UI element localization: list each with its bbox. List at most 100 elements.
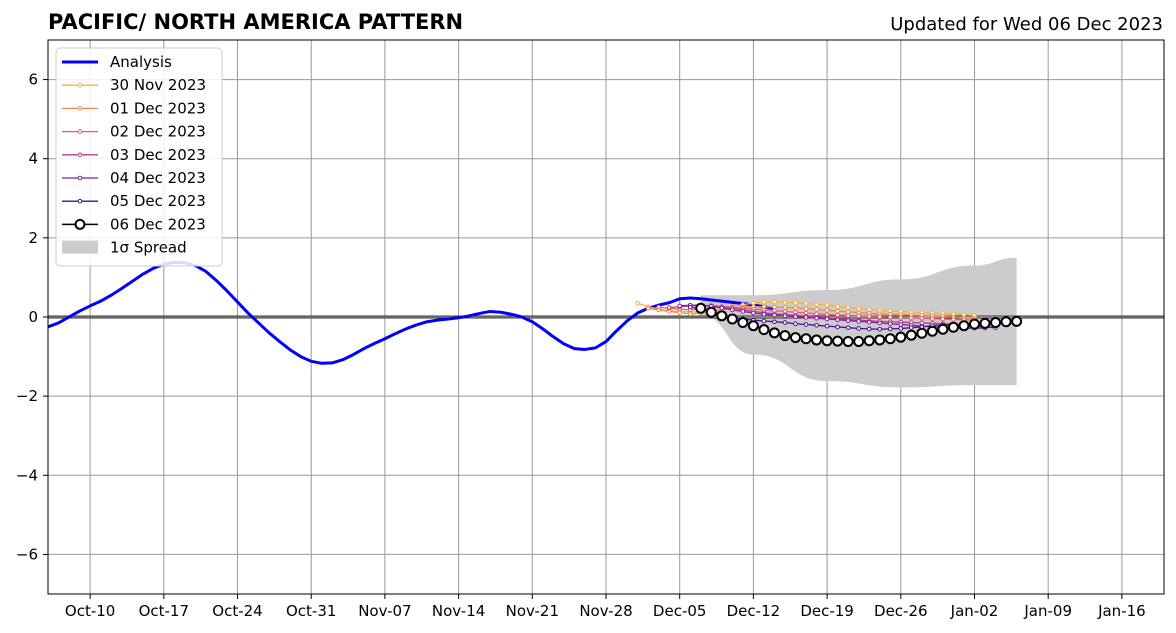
series-point	[832, 335, 844, 347]
series-point	[845, 305, 851, 310]
series-point	[845, 313, 851, 318]
legend-marker	[77, 129, 83, 134]
series-point	[958, 320, 970, 332]
series-point	[730, 307, 735, 313]
series-point	[898, 326, 904, 331]
series-6	[695, 302, 1023, 348]
legend-entry: 02 Dec 2023	[62, 123, 206, 141]
y-tick-label: 2	[28, 229, 38, 247]
legend-marker	[77, 82, 83, 88]
legend-label: Analysis	[110, 53, 172, 71]
series-point	[761, 299, 767, 305]
series-point	[940, 316, 946, 322]
legend-marker	[77, 152, 83, 158]
legend-entry: Analysis	[62, 53, 172, 71]
x-tick-label: Nov-28	[579, 602, 632, 620]
series-point	[856, 319, 861, 324]
series-point	[835, 312, 840, 318]
x-tick-label: Oct-10	[65, 602, 115, 620]
series-point	[877, 307, 883, 313]
legend-label: 06 Dec 2023	[110, 215, 206, 233]
legend-marker	[77, 106, 83, 111]
series-point	[772, 299, 777, 305]
series-point	[895, 331, 907, 343]
series-point	[793, 314, 798, 319]
series-point	[793, 321, 798, 327]
series-point	[811, 334, 823, 346]
series-point	[705, 306, 717, 318]
series-point	[905, 329, 917, 341]
series-point	[687, 311, 693, 317]
y-tick-label: −4	[16, 466, 38, 484]
series-point	[687, 304, 693, 310]
series-point	[842, 336, 854, 348]
forecast-series-layer	[635, 299, 1023, 348]
legend-label: 02 Dec 2023	[110, 123, 206, 141]
series-point	[979, 317, 991, 329]
series-point	[768, 327, 780, 339]
series-point	[635, 300, 640, 306]
series-point	[677, 303, 682, 309]
y-tick-label: −2	[16, 387, 38, 405]
series-point	[845, 318, 851, 323]
x-tick-label: Oct-24	[212, 602, 262, 620]
legend-label: 03 Dec 2023	[110, 146, 206, 164]
series-point	[1011, 315, 1023, 327]
series-point	[968, 318, 980, 330]
series-point	[853, 336, 865, 348]
y-tick-label: 0	[28, 308, 38, 326]
series-point	[782, 320, 788, 325]
chart-subtitle: Updated for Wed 06 Dec 2023	[890, 14, 1163, 35]
series-point	[790, 332, 802, 344]
series-point	[947, 321, 959, 333]
series-point	[990, 317, 1002, 329]
series-point	[909, 325, 914, 330]
series-point	[835, 317, 840, 323]
y-tick-label: 4	[28, 150, 38, 168]
x-tick-label: Dec-26	[874, 602, 928, 620]
series-point	[824, 316, 830, 322]
series-point	[856, 313, 861, 319]
x-tick-label: Jan-02	[950, 602, 999, 620]
series-point	[877, 320, 883, 326]
series-point	[782, 305, 788, 310]
series-point	[803, 306, 809, 311]
legend-entry: 1σ Spread	[62, 239, 187, 257]
legend-label: 05 Dec 2023	[110, 192, 206, 210]
legend-entry: 04 Dec 2023	[62, 169, 206, 187]
legend: Analysis 30 Nov 2023 01 Dec 2023 02 Dec 202…	[55, 47, 223, 267]
series-point	[803, 322, 809, 327]
series-point	[677, 310, 682, 315]
series-point	[737, 317, 749, 329]
series-point	[793, 300, 798, 306]
series-point	[930, 316, 935, 321]
series-point	[782, 300, 788, 305]
series-point	[877, 314, 883, 319]
legend-marker	[77, 198, 83, 204]
series-point	[863, 335, 875, 347]
y-tick-label: 6	[28, 71, 38, 89]
series-point	[835, 324, 840, 330]
legend-entry: 03 Dec 2023	[62, 146, 206, 164]
legend-box	[55, 47, 223, 267]
series-point	[835, 308, 840, 314]
series-point	[884, 333, 896, 345]
series-point	[874, 334, 886, 346]
series-point	[772, 312, 777, 318]
x-tick-label: Jan-09	[1023, 602, 1072, 620]
series-point	[951, 317, 956, 322]
series-point	[814, 302, 819, 307]
series-point	[856, 326, 861, 331]
series-point	[866, 307, 872, 312]
zero-line-layer	[48, 315, 1164, 319]
series-point	[814, 315, 819, 321]
series-point	[898, 315, 904, 320]
x-tick-label: Nov-07	[358, 602, 411, 620]
y-tick-label: −6	[16, 545, 38, 563]
series-point	[645, 305, 651, 311]
series-point	[747, 320, 759, 332]
legend-label: 30 Nov 2023	[110, 76, 206, 94]
series-point	[779, 330, 791, 342]
x-tick-label: Dec-05	[653, 602, 707, 620]
